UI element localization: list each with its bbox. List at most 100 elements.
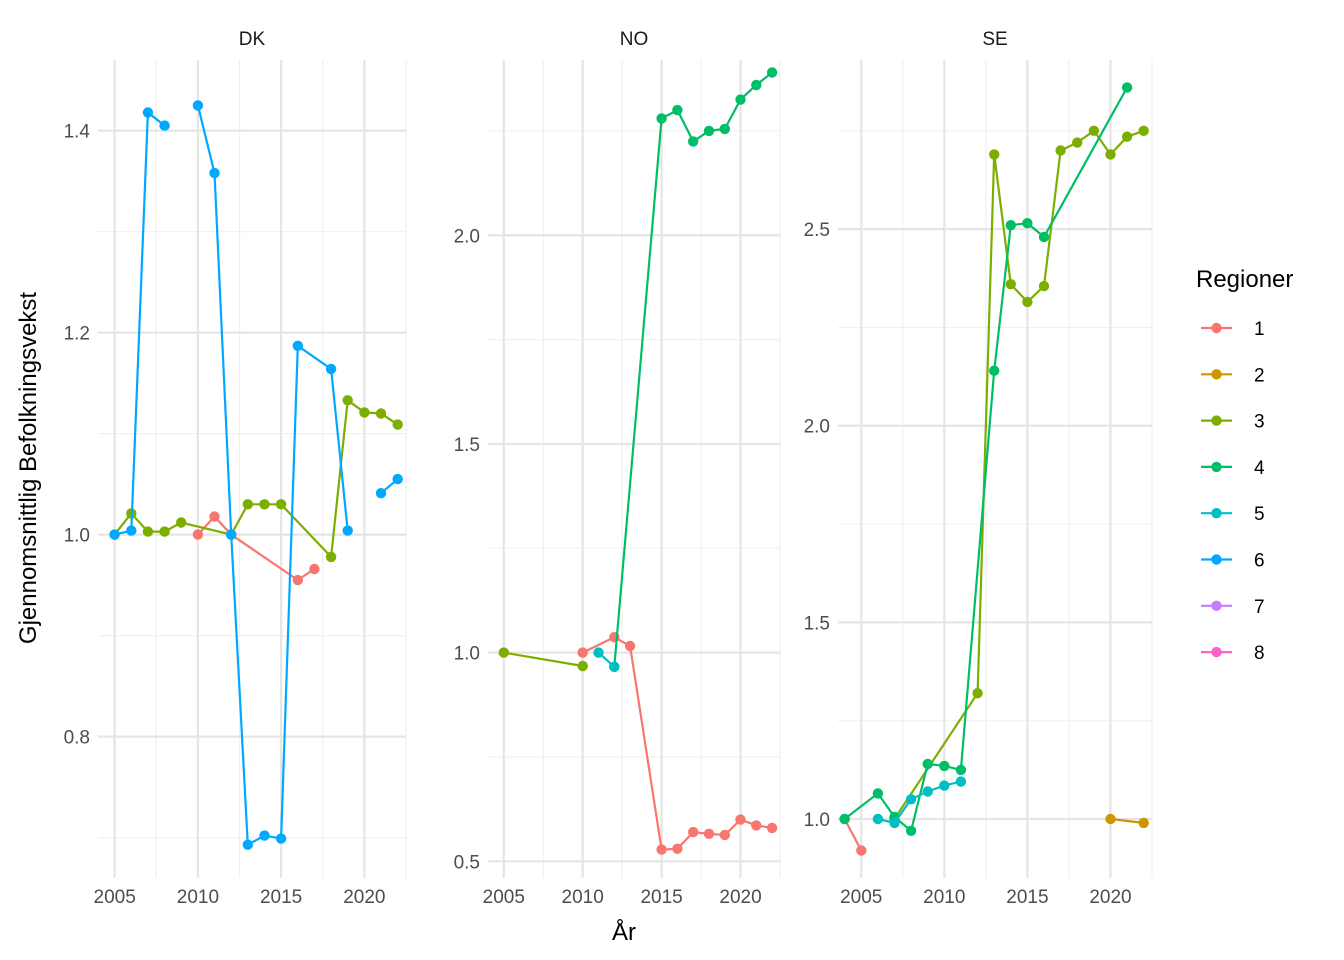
data-point <box>275 499 287 510</box>
data-point <box>325 551 337 563</box>
data-point <box>905 825 917 836</box>
series-region-5 <box>593 647 620 672</box>
facet-strip-label: NO <box>620 29 649 50</box>
data-point <box>751 820 762 831</box>
x-tick-label: 2010 <box>177 887 219 908</box>
data-point <box>1121 82 1133 93</box>
data-point <box>1005 220 1016 231</box>
data-point <box>242 839 253 850</box>
legend-key-7: 7 <box>1201 597 1265 618</box>
y-tick-label: 1.4 <box>64 122 91 143</box>
data-point <box>751 79 762 91</box>
data-point <box>889 817 900 829</box>
legend-key-point <box>1211 461 1222 473</box>
series-line <box>196 105 349 847</box>
data-point <box>292 340 303 351</box>
data-point <box>656 113 667 124</box>
legend-key-6: 6 <box>1201 551 1265 572</box>
facet-strip-label: SE <box>982 29 1007 50</box>
y-axis-title: Gjennomsnittlig Befolkningsvekst <box>15 292 42 645</box>
y-tick-label: 1.0 <box>804 810 830 831</box>
data-point <box>342 395 353 406</box>
data-point <box>309 563 320 575</box>
data-point <box>672 104 683 116</box>
legend-key-2: 2 <box>1201 365 1265 386</box>
data-point <box>872 813 884 825</box>
data-point <box>656 844 667 855</box>
data-point <box>342 525 353 536</box>
legend-key-point <box>1211 322 1222 334</box>
x-tick-label: 2005 <box>483 887 525 908</box>
y-tick-label: 1.2 <box>64 324 90 345</box>
x-axis-title: År <box>612 918 636 946</box>
y-tick-label: 1.5 <box>454 435 480 456</box>
data-point <box>498 647 509 658</box>
data-point <box>1105 813 1116 825</box>
y-tick-label: 0.8 <box>64 728 90 749</box>
data-point <box>1005 279 1016 290</box>
x-tick-label: 2010 <box>562 887 604 908</box>
legend-key-point <box>1211 415 1222 426</box>
panel-no: 2005 2010 2015 2020 0.5 1.0 1.5 2.0 NO <box>454 29 781 908</box>
x-tick-label: 2005 <box>840 887 882 908</box>
y-tick-label: 0.5 <box>454 852 480 873</box>
data-point <box>719 123 730 135</box>
x-tick-label: 2010 <box>923 887 965 908</box>
data-point <box>126 525 137 536</box>
data-point <box>577 660 588 672</box>
data-point <box>1038 231 1050 243</box>
data-point <box>735 94 746 105</box>
data-point <box>989 365 1000 376</box>
data-point <box>159 526 170 537</box>
legend-key-1: 1 <box>1201 319 1265 340</box>
series-line <box>893 129 1145 820</box>
data-point <box>1138 125 1149 136</box>
x-tick-label: 2020 <box>719 887 761 908</box>
data-point <box>922 786 933 797</box>
data-point <box>593 647 604 658</box>
data-point <box>192 529 204 540</box>
data-point <box>1072 137 1083 148</box>
data-point <box>905 794 917 805</box>
legend-label: 2 <box>1254 365 1265 386</box>
data-point <box>922 758 933 770</box>
data-point <box>226 529 237 540</box>
data-point <box>325 363 337 375</box>
legend-key-point <box>1211 369 1222 380</box>
data-point <box>375 408 387 419</box>
series-region-3 <box>498 647 588 672</box>
data-point <box>577 647 588 658</box>
data-point <box>159 120 170 131</box>
series-region-2 <box>1105 813 1149 829</box>
data-point <box>688 136 699 147</box>
legend-key-5: 5 <box>1201 504 1265 525</box>
data-point <box>609 661 620 672</box>
series-line <box>503 651 583 668</box>
series-line <box>843 818 863 852</box>
data-point <box>939 780 950 791</box>
data-point <box>719 829 730 841</box>
legend-key-point <box>1211 600 1222 611</box>
data-point <box>375 488 387 499</box>
data-point <box>989 149 1000 160</box>
facet-strip-label: DK <box>239 29 266 50</box>
y-tick-label: 1.5 <box>804 613 830 634</box>
series-line <box>197 514 316 582</box>
data-point <box>955 776 967 787</box>
data-point <box>292 574 303 586</box>
data-point <box>142 526 154 537</box>
legend-title: Regioner <box>1196 266 1293 293</box>
legend-key-point <box>1211 554 1222 565</box>
data-point <box>672 843 683 854</box>
data-point <box>259 499 270 510</box>
series-region-1 <box>192 511 320 586</box>
series-region-4 <box>839 82 1133 836</box>
data-point <box>259 830 270 841</box>
legend-key-point <box>1211 508 1222 519</box>
data-point <box>939 760 950 772</box>
legend-label: 6 <box>1254 551 1265 572</box>
legend-label: 7 <box>1254 597 1265 618</box>
data-point <box>209 167 220 179</box>
legend-key-4: 4 <box>1201 458 1265 479</box>
